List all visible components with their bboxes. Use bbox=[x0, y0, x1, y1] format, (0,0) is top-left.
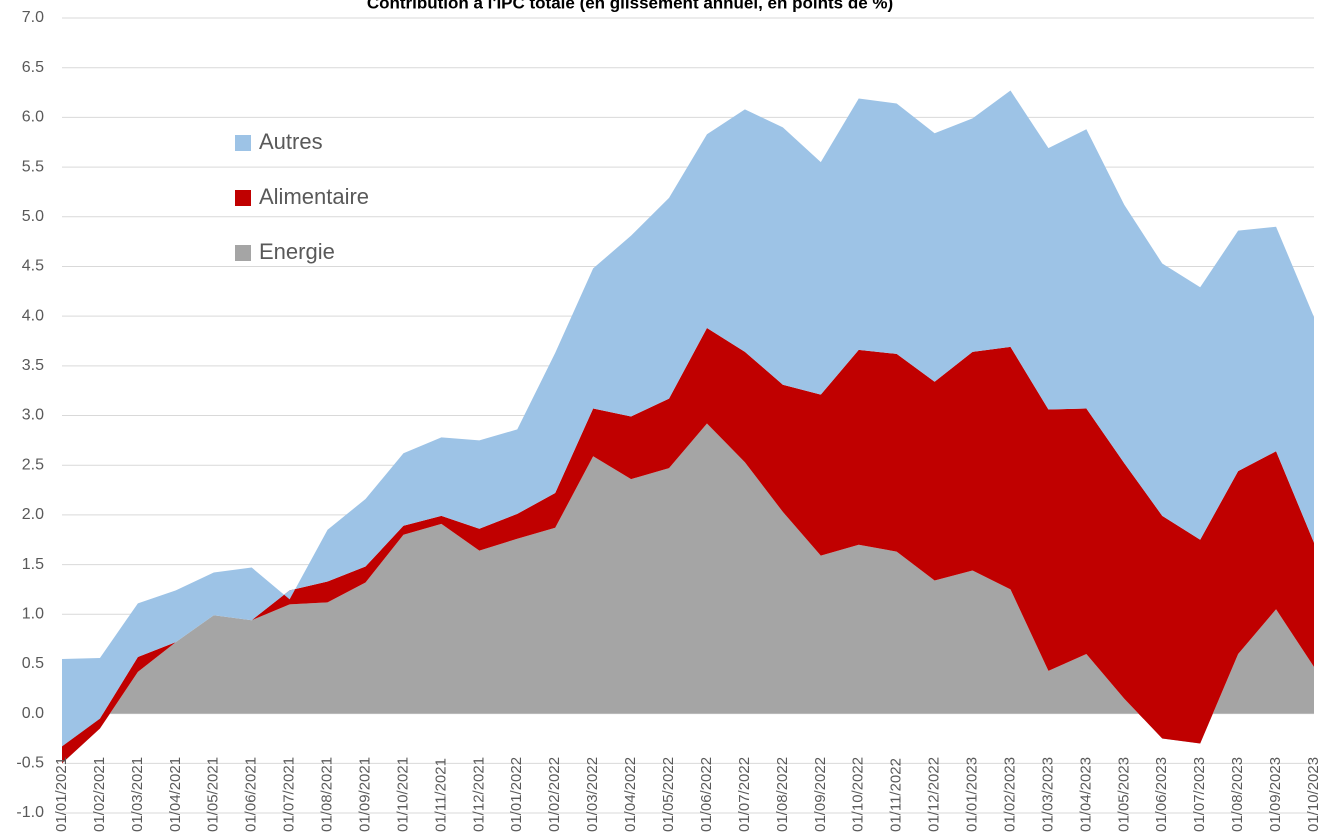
area-1 bbox=[62, 328, 1314, 764]
x-tick-label: 01/01/2022 bbox=[508, 757, 525, 832]
area-2 bbox=[62, 90, 1314, 747]
legend-label: Autres bbox=[259, 129, 323, 154]
x-tick-label: 01/02/2022 bbox=[546, 757, 563, 832]
y-tick-label: 3.5 bbox=[22, 357, 44, 374]
x-tick-label: 01/04/2023 bbox=[1077, 757, 1094, 832]
x-tick-label: 01/02/2021 bbox=[91, 757, 108, 832]
x-tick-label: 01/11/2022 bbox=[888, 758, 905, 832]
y-tick-label: 2.0 bbox=[22, 506, 44, 523]
y-tick-label: 5.0 bbox=[22, 208, 44, 225]
x-tick-label: 01/10/2021 bbox=[394, 757, 411, 832]
x-tick-label: 01/05/2021 bbox=[205, 757, 222, 832]
x-tick-label: 01/07/2021 bbox=[281, 757, 298, 832]
x-tick-label: 01/07/2022 bbox=[736, 757, 753, 832]
x-tick-label: 01/11/2021 bbox=[432, 758, 449, 832]
y-tick-label: -1.0 bbox=[16, 804, 44, 821]
y-tick-label: 2.5 bbox=[22, 456, 44, 473]
legend-swatch bbox=[235, 135, 251, 151]
x-tick-label: 01/08/2023 bbox=[1229, 757, 1246, 832]
x-tick-label: 01/04/2021 bbox=[167, 757, 184, 832]
areas bbox=[62, 90, 1314, 764]
x-tick-label: 01/09/2023 bbox=[1267, 757, 1284, 832]
area-0 bbox=[62, 423, 1314, 764]
y-tick-label: 0.0 bbox=[22, 705, 44, 722]
x-tick-label: 01/06/2021 bbox=[243, 757, 260, 832]
y-tick-label: 1.0 bbox=[22, 605, 44, 622]
x-tick-label: 01/03/2021 bbox=[129, 757, 146, 832]
x-tick-label: 01/03/2022 bbox=[584, 757, 601, 832]
legend: Autres Alimentaire Energie bbox=[235, 129, 369, 264]
x-tick-label: 01/08/2021 bbox=[319, 757, 336, 832]
chart-title: Contribution à l'IPC totale (en glisseme… bbox=[367, 0, 893, 12]
legend-swatch bbox=[235, 190, 251, 206]
legend-swatch bbox=[235, 245, 251, 261]
y-tick-label: 1.5 bbox=[22, 556, 44, 573]
x-tick-label: 01/03/2023 bbox=[1039, 757, 1056, 832]
x-tick-label: 01/12/2021 bbox=[470, 757, 487, 832]
x-tick-label: 01/05/2022 bbox=[660, 757, 677, 832]
x-tick-label: 01/06/2023 bbox=[1153, 757, 1170, 832]
y-tick-label: 6.5 bbox=[22, 59, 44, 76]
x-tick-label: 01/01/2021 bbox=[53, 757, 70, 832]
y-tick-label: 7.0 bbox=[22, 9, 44, 26]
x-tick-label: 01/06/2022 bbox=[698, 757, 715, 832]
y-tick-label: 4.5 bbox=[22, 258, 44, 275]
x-tick-label: 01/07/2023 bbox=[1191, 757, 1208, 832]
legend-label: Energie bbox=[259, 239, 335, 264]
y-tick-label: 0.5 bbox=[22, 655, 44, 672]
x-tick-label: 01/12/2022 bbox=[926, 757, 943, 832]
x-tick-label: 01/02/2023 bbox=[1001, 757, 1018, 832]
y-tick-label: 5.5 bbox=[22, 158, 44, 175]
x-tick-label: 01/09/2022 bbox=[812, 757, 829, 832]
x-tick-label: 01/01/2023 bbox=[964, 757, 981, 832]
y-tick-label: 6.0 bbox=[22, 109, 44, 126]
x-tick-label: 01/10/2022 bbox=[850, 757, 867, 832]
y-tick-label: 4.0 bbox=[22, 307, 44, 324]
x-tick-label: 01/10/2023 bbox=[1305, 757, 1322, 832]
labels: -1.0 -0.5 0.0 0.5 1.0 1.5 2.0 2.5 3.0 3.5 4.0 4.5 5.… bbox=[16, 9, 1322, 832]
legend-label: Alimentaire bbox=[259, 184, 369, 209]
x-tick-label: 01/08/2022 bbox=[774, 757, 791, 832]
y-tick-label: -0.5 bbox=[16, 755, 44, 772]
y-tick-label: 3.0 bbox=[22, 407, 44, 424]
x-tick-label: 01/05/2023 bbox=[1115, 757, 1132, 832]
x-tick-label: 01/04/2022 bbox=[622, 757, 639, 832]
x-tick-label: 01/09/2021 bbox=[356, 757, 373, 832]
